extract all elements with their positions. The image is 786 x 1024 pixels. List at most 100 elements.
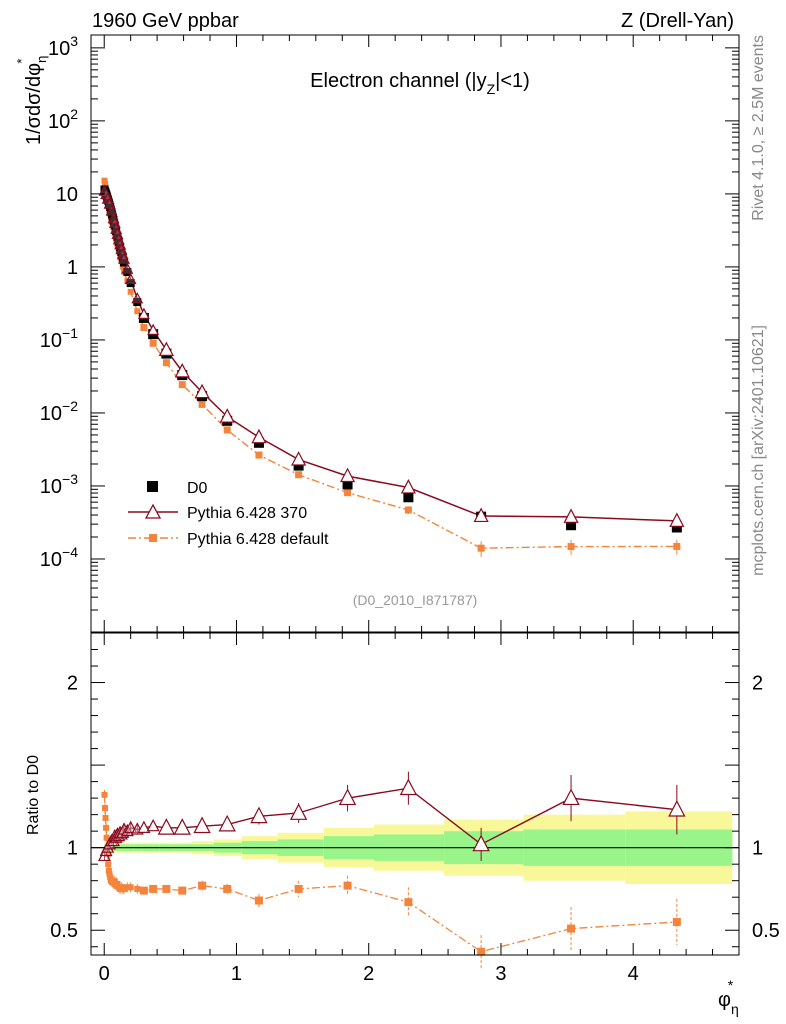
ylabel-main-base: 1/σdσ/dφ: [23, 63, 45, 145]
xlabel-sub: η: [731, 1001, 739, 1017]
mc2-point: [149, 339, 157, 347]
ratio-mc1-point: [668, 799, 686, 817]
ratio-panel: 0 1 2 3 4 0.5 0.5 1 1 2 2 Ratio to D0: [25, 632, 780, 985]
main-y-tick-exp: −3: [62, 471, 78, 487]
legend-mc2-label: Pythia 6.428 default: [187, 531, 329, 548]
mc1-point: [473, 507, 489, 523]
ratio-mc2-point: [162, 884, 171, 893]
ratio-mc1-point: [562, 788, 580, 806]
ylabel-main-text: 1/σdσ/dφη *: [14, 56, 49, 145]
ratio-frame: [90, 632, 740, 956]
ratio-mc2-point: [294, 884, 303, 893]
ratio-mc2-point: [121, 885, 128, 892]
main-y-tick-base: 1: [67, 257, 78, 279]
mc1-point: [251, 428, 267, 444]
ratio-mc2-point: [104, 851, 111, 858]
ratio-mc2-point: [103, 824, 110, 831]
d0-point: [123, 268, 132, 277]
ratio-y-tick-label-right: 0.5: [752, 920, 780, 942]
mc2-point: [178, 381, 186, 389]
ratio-mc2-point: [567, 924, 576, 933]
ratio-mc1-point: [146, 818, 160, 832]
mc1-point: [219, 408, 235, 423]
ratio-mc2-point: [107, 874, 114, 881]
series-mc1-line: [103, 190, 677, 522]
mc2-point: [567, 543, 575, 551]
legend-d0-label: D0: [187, 480, 208, 497]
ratio-mc1-point: [472, 834, 490, 852]
ylabel-main-sup: *: [14, 59, 29, 64]
ratio-mc2-point: [254, 896, 263, 905]
analysis-id: (D0_2010_I871787): [353, 592, 478, 608]
xlabel-sup: *: [728, 977, 734, 993]
ratio-y-tick-label: 2: [67, 673, 78, 695]
mc2-point: [198, 400, 206, 408]
subtitle-text: Electron channel (|y: [310, 70, 486, 92]
header-right: Z (Drell-Yan): [621, 10, 734, 32]
ratio-mc2-point: [477, 947, 486, 956]
main-y-tick-base: 10: [40, 549, 62, 571]
mc1-point: [121, 262, 134, 274]
main-y-tick-base: 10: [48, 38, 70, 60]
ratio-mc2-point: [102, 814, 109, 821]
mc2-point: [119, 263, 126, 270]
ratio-mc2-point: [105, 867, 112, 874]
ratio-mc2-point: [104, 847, 111, 854]
ylabel-main-sub: η: [34, 56, 49, 63]
ratio-ticks: 0 1 2 3 4 0.5 0.5 1 1 2 2: [50, 632, 780, 985]
d0-point: [342, 479, 353, 490]
d0-point: [293, 460, 304, 471]
ratio-mc2-point: [134, 885, 141, 892]
ratio-mc2-point: [672, 917, 681, 926]
mc2-point: [673, 542, 681, 550]
xlabel-base: φ: [718, 989, 731, 1011]
ratio-mc2-point: [343, 881, 352, 890]
legend-d0-marker: [147, 481, 158, 492]
ratio-y-tick-label: 0.5: [50, 920, 78, 942]
d0-point: [403, 492, 414, 503]
ratio-mc2-point: [198, 881, 207, 890]
ratio-mc1-point: [137, 820, 151, 833]
ratio-mc2-point: [149, 884, 158, 893]
main-y-tick-label: 10−1: [40, 325, 78, 352]
x-tick-label: 1: [231, 963, 242, 985]
ratio-y-tick-label-right: 1: [752, 838, 763, 860]
ratio-mc2-point: [114, 880, 121, 887]
x-tick-label: 2: [363, 963, 374, 985]
main-y-tick-label: 103: [48, 33, 78, 60]
mc1-point: [147, 323, 160, 335]
mc1-point: [118, 252, 131, 264]
subtitle: Electron channel (|yZ|<1): [310, 70, 530, 97]
main-y-tick-base: 10: [56, 184, 78, 206]
ylabel-ratio: Ratio to D0: [25, 755, 42, 835]
main-y-tick-label: 10−4: [40, 544, 78, 571]
main-y-tick-exp: 2: [70, 106, 78, 122]
d0-point: [120, 258, 129, 267]
main-y-tick-label: 102: [48, 106, 78, 133]
main-y-tick-exp: −4: [62, 544, 78, 560]
mc1-point: [137, 307, 150, 320]
d0-point: [133, 298, 142, 307]
ratio-mc1-point: [338, 788, 357, 806]
main-y-tick-base: 10: [48, 111, 70, 133]
mc1-point: [131, 292, 144, 304]
mc1-point: [124, 272, 137, 285]
main-frame: [90, 34, 740, 633]
mcplots-label: mcplots.cern.ch [arXiv:2401.10621]: [750, 325, 767, 576]
mc2-point: [134, 308, 141, 315]
mc1-point: [105, 204, 118, 216]
main-y-tick-label: 10−2: [40, 398, 78, 425]
legend: D0 Pythia 6.428 370 Pythia 6.428 default: [128, 480, 329, 548]
subtitle-sub: Z: [487, 81, 496, 97]
ratio-mc2-point: [124, 884, 131, 891]
ratio-mc2-point: [106, 871, 113, 878]
subtitle-end: |<1): [495, 70, 530, 92]
main-y-tick-base: 10: [40, 476, 62, 498]
mc2-point: [295, 471, 303, 479]
x-tick-label: 0: [99, 963, 110, 985]
ratio-mc2-point: [223, 884, 232, 893]
ylabel-main: 1/σdσ/dφη *: [14, 56, 49, 145]
mc1-point: [291, 451, 307, 466]
